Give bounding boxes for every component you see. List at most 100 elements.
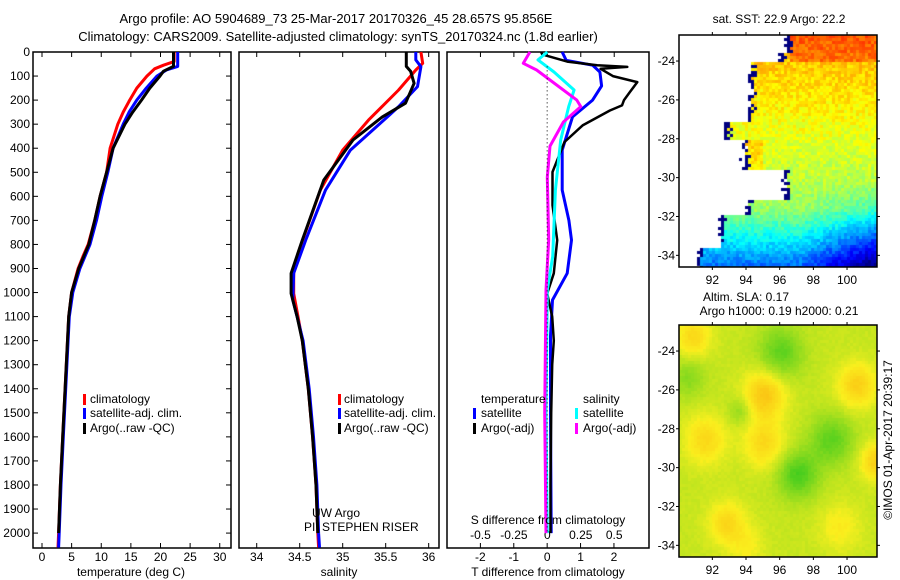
legend-marker-s-argo — [575, 423, 578, 434]
title-line-1: Argo profile: AO 5904689_73 25-Mar-2017 … — [120, 11, 553, 26]
x-tick-label: 36 — [422, 550, 436, 564]
legend-label-argo: Argo(..raw -QC) — [344, 421, 429, 435]
y-tick-label: 400 — [10, 141, 30, 155]
legend-marker-satellite — [338, 408, 341, 419]
y-tick-label: 0 — [23, 45, 30, 59]
y-tick-label: 300 — [10, 117, 30, 131]
legend-label-s-satellite: satellite — [583, 406, 624, 420]
y-tick-label: 2000 — [3, 526, 30, 540]
y-tick-label: 1300 — [3, 358, 30, 372]
sla-map-title-2: Argo h1000: 0.19 h2000: 0.21 — [700, 304, 859, 318]
legend-marker-climatology — [338, 394, 341, 405]
x-tick-label: 0 — [39, 550, 46, 564]
imos-credit: ©IMOS 01-Apr-2017 20:39:17 — [881, 360, 895, 520]
lon-tick-label: 94 — [739, 563, 753, 577]
legend-label-climatology: climatology — [90, 392, 150, 406]
title-line-2: Climatology: CARS2009. Satellite-adjuste… — [78, 29, 598, 44]
sla-map-title-1: Altim. SLA: 0.17 — [703, 290, 789, 304]
y-tick-label: 700 — [10, 213, 30, 227]
s-difference-xlabel: S difference from climatology — [471, 513, 626, 527]
annotation-uw-argo: UW Argo — [312, 506, 360, 520]
legend-label-argo: Argo(..raw -QC) — [90, 421, 175, 435]
legend-label-t-argo: Argo(-adj) — [481, 421, 534, 435]
lat-tick-label: -32 — [658, 209, 676, 223]
legend-marker-argo — [338, 423, 341, 434]
salinity-xlabel: salinity — [321, 565, 358, 579]
y-tick-label: 1000 — [3, 286, 30, 300]
legend-marker-satellite — [83, 408, 86, 419]
x-tick-label: 35 — [336, 550, 350, 564]
x-tick-label: 1 — [577, 550, 584, 564]
series-line-temperature-argo-adj- — [540, 51, 639, 534]
lat-tick-label: -24 — [658, 344, 676, 358]
legend-header-temperature: temperature — [481, 392, 546, 406]
lat-tick-label: -24 — [658, 54, 676, 68]
y-tick-label: 1500 — [3, 406, 30, 420]
plot-frame — [32, 51, 232, 549]
legend-header-salinity: salinity — [583, 392, 620, 406]
x-tick-label: 25 — [183, 550, 197, 564]
x-tick-label: 35.5 — [374, 550, 398, 564]
legend-marker-t-satellite — [473, 408, 476, 419]
legend-marker-argo — [83, 423, 86, 434]
lat-tick-label: -26 — [658, 383, 676, 397]
x-tick-label: 2 — [611, 550, 618, 564]
y-tick-label: 600 — [10, 189, 30, 203]
lat-tick-label: -34 — [658, 248, 676, 262]
lon-tick-label: 92 — [706, 563, 720, 577]
lat-tick-label: -28 — [658, 132, 676, 146]
legend-label-satellite: satellite-adj. clim. — [90, 406, 182, 420]
legend-marker-t-argo — [473, 423, 476, 434]
x-tick-label: -1 — [508, 550, 519, 564]
series-line-satellite-adj-clim- — [291, 52, 423, 548]
x-tick-label: 10 — [95, 550, 109, 564]
legend-label-s-argo: Argo(-adj) — [583, 421, 636, 435]
x-tick-label: 34 — [250, 550, 264, 564]
series-line-argo-raw-qc- — [289, 52, 416, 534]
series-line-climatology — [292, 51, 425, 548]
y-tick-label: 1800 — [3, 478, 30, 492]
lat-tick-label: -30 — [658, 461, 676, 475]
plot-frame — [446, 51, 650, 549]
x-tick-label: 0 — [544, 550, 551, 564]
lat-tick-label: -28 — [658, 422, 676, 436]
y-tick-label: 500 — [10, 165, 30, 179]
y-tick-label: 1100 — [4, 310, 30, 324]
legend-marker-climatology — [83, 394, 86, 405]
x2-tick-label: -0.5 — [470, 528, 491, 542]
y-tick-label: 200 — [10, 93, 30, 107]
lon-tick-label: 100 — [837, 563, 857, 577]
y-tick-label: 1600 — [3, 430, 30, 444]
map-frame — [678, 324, 878, 558]
legend-label-climatology: climatology — [344, 392, 404, 406]
y-tick-label: 1700 — [3, 454, 30, 468]
x-tick-label: 30 — [213, 550, 227, 564]
series-line-salinity-argo-adj- — [521, 51, 583, 534]
series-line-temperature-satellite — [549, 51, 604, 534]
lon-tick-label: 100 — [837, 273, 857, 287]
series-line-climatology — [56, 52, 176, 548]
x-tick-label: 20 — [154, 550, 168, 564]
sst-map-image — [679, 35, 877, 267]
legend-label-satellite: satellite-adj. clim. — [344, 406, 436, 420]
lon-tick-label: 94 — [739, 273, 753, 287]
lat-tick-label: -30 — [658, 171, 676, 185]
y-tick-label: 900 — [10, 261, 30, 275]
x2-tick-label: 0.25 — [569, 528, 593, 542]
x-tick-label: 34.5 — [288, 550, 312, 564]
map-frame — [678, 34, 878, 268]
x-tick-label: 5 — [68, 550, 75, 564]
y-tick-label: 1200 — [3, 334, 30, 348]
lon-tick-label: 96 — [773, 273, 787, 287]
lon-tick-label: 98 — [807, 273, 821, 287]
x2-tick-label: -0.25 — [500, 528, 528, 542]
x-tick-label: -2 — [475, 550, 486, 564]
sla-map-image — [679, 325, 877, 557]
y-tick-label: 1900 — [3, 502, 30, 516]
plot-frame — [238, 51, 440, 549]
lat-tick-label: -26 — [658, 93, 676, 107]
sst-map-title: sat. SST: 22.9 Argo: 22.2 — [713, 12, 846, 26]
x2-tick-label: 0.5 — [606, 528, 623, 542]
y-tick-label: 1400 — [3, 382, 30, 396]
